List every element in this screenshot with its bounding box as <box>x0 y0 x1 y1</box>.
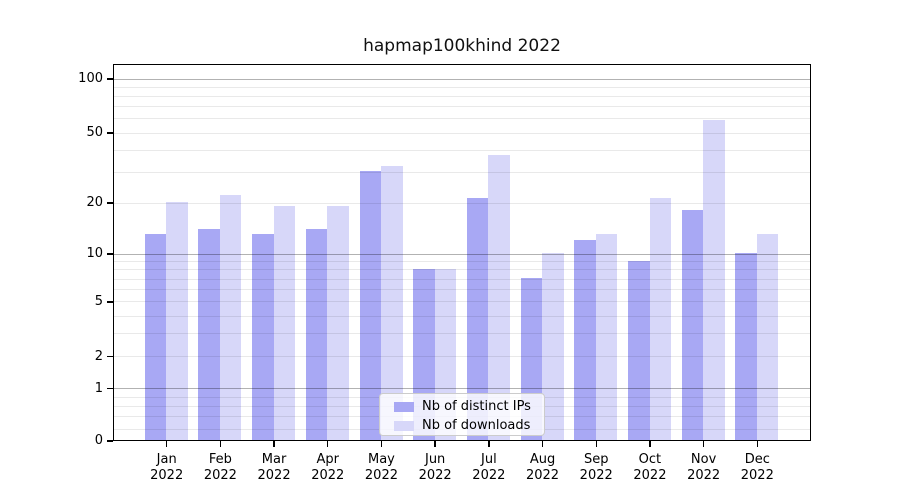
bar-distinct-ips <box>305 228 328 440</box>
gridline <box>114 132 810 134</box>
x-tick-label: Aug 2022 <box>525 452 560 483</box>
y-tick-label: 50 <box>86 124 103 140</box>
legend: Nb of distinct IPs Nb of downloads <box>379 393 545 436</box>
gridline <box>114 269 810 271</box>
x-axis-tick <box>165 441 168 447</box>
legend-item-distinct-ips: Nb of distinct IPs <box>394 397 544 416</box>
x-tick-label: Jun 2022 <box>418 452 452 483</box>
y-axis-tick <box>107 387 113 390</box>
gridline <box>114 202 810 204</box>
gridline <box>114 171 810 173</box>
bar-downloads <box>756 234 779 440</box>
x-axis-tick <box>649 441 651 447</box>
y-axis-tick <box>107 440 113 442</box>
y-axis-tick <box>107 301 113 303</box>
x-axis-tick <box>541 441 544 447</box>
bar-downloads <box>488 155 510 440</box>
y-tick-label: 2 <box>94 348 103 364</box>
bar-distinct-ips <box>359 171 382 440</box>
gridline <box>114 261 810 263</box>
gridline <box>114 356 810 358</box>
bar-downloads <box>595 234 618 440</box>
y-axis-tick <box>107 78 113 80</box>
x-axis-tick <box>756 441 758 447</box>
x-tick-label: Mar 2022 <box>257 452 291 483</box>
bar-distinct-ips <box>144 234 167 440</box>
gridline <box>114 301 810 303</box>
bar-distinct-ips <box>198 228 220 440</box>
gridline <box>114 333 810 335</box>
bar-downloads <box>542 253 564 440</box>
gridline <box>114 278 810 280</box>
y-axis-tick <box>107 253 113 255</box>
x-axis-tick <box>488 441 490 447</box>
gridline <box>114 388 810 390</box>
x-tick-label: Jan 2022 <box>150 452 184 483</box>
bar-distinct-ips <box>735 253 757 440</box>
bar-downloads <box>219 194 242 440</box>
y-axis-tick <box>107 202 113 204</box>
x-axis-tick <box>327 441 329 447</box>
bar-distinct-ips <box>466 198 489 440</box>
x-tick-label: Oct 2022 <box>633 452 667 483</box>
legend-item-downloads: Nb of downloads <box>394 416 544 435</box>
x-axis-tick <box>273 441 275 447</box>
x-tick-label: Dec 2022 <box>740 452 774 483</box>
x-axis-tick <box>434 441 436 447</box>
x-axis-tick <box>219 441 222 447</box>
legend-label-distinct-ips: Nb of distinct IPs <box>422 398 531 414</box>
x-axis-tick <box>380 441 383 447</box>
gridline <box>114 289 810 291</box>
x-tick-label: Apr 2022 <box>311 452 345 483</box>
x-axis-tick <box>702 441 705 447</box>
y-tick-label: 1 <box>94 380 103 396</box>
bar-downloads <box>649 198 672 440</box>
x-tick-label: Nov 2022 <box>687 452 721 483</box>
plot-area <box>113 64 811 441</box>
gridline <box>114 118 810 120</box>
gridline <box>114 149 810 151</box>
gridline <box>114 315 810 317</box>
bar-downloads <box>166 202 188 440</box>
bar-distinct-ips <box>252 234 274 440</box>
bar-distinct-ips <box>628 260 650 440</box>
legend-swatch-downloads-icon <box>394 420 414 431</box>
gridline <box>114 253 810 255</box>
y-axis-tick <box>107 132 113 134</box>
y-tick-label: 5 <box>94 293 103 309</box>
bar-downloads <box>273 205 296 440</box>
gridline <box>114 106 810 108</box>
x-tick-label: Jul 2022 <box>472 452 506 483</box>
bar-distinct-ips <box>574 239 596 440</box>
bar-distinct-ips <box>681 209 704 440</box>
y-axis-tick <box>107 355 113 358</box>
y-tick-label: 100 <box>78 71 103 87</box>
gridline <box>114 78 810 80</box>
legend-swatch-distinct-ips-icon <box>394 401 414 412</box>
x-tick-label: May 2022 <box>364 452 398 483</box>
gridline <box>114 96 810 98</box>
y-tick-label: 0 <box>94 433 103 448</box>
chart-title: hapmap100khind 2022 <box>363 36 561 56</box>
y-tick-label: 20 <box>86 194 103 210</box>
x-tick-label: Feb 2022 <box>203 452 237 483</box>
bar-downloads <box>703 120 725 440</box>
bar-downloads <box>327 205 349 440</box>
y-tick-label: 10 <box>86 246 103 262</box>
legend-label-downloads: Nb of downloads <box>422 417 531 433</box>
x-tick-label: Sep 2022 <box>579 452 613 483</box>
gridline <box>114 86 810 88</box>
x-axis-tick <box>595 441 597 447</box>
bar-downloads <box>381 166 403 440</box>
